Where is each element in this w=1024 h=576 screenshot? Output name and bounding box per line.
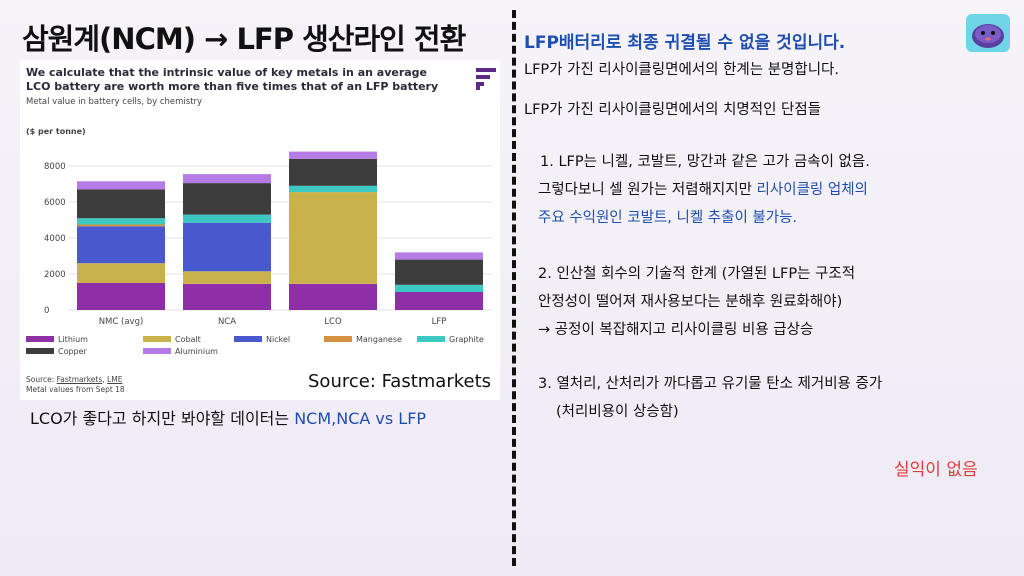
legend-swatch — [417, 336, 445, 342]
legend-label: Lithium — [58, 335, 88, 344]
legend-label: Nickel — [266, 335, 290, 344]
bar-segment-graphite — [289, 185, 377, 193]
point-3-line-2: (처리비용이 상승함) — [556, 404, 679, 420]
bar-segment-aluminium — [289, 151, 377, 159]
bar-segment-manganese — [77, 224, 165, 227]
x-tick-label: LFP — [432, 317, 447, 327]
legend-label: Cobalt — [175, 335, 201, 344]
legend-label: Graphite — [449, 335, 484, 344]
source-prefix: Source: — [26, 375, 57, 384]
point-2-line-1: 2. 인산철 회수의 기술적 한계 (가열된 LFP는 구조적 — [538, 266, 856, 282]
y-tick-label: 6000 — [44, 198, 66, 208]
bar-segment-cobalt — [289, 192, 377, 284]
legend-swatch — [26, 348, 54, 354]
bar-segment-cobalt — [77, 263, 165, 283]
y-tick-label: 8000 — [44, 162, 66, 172]
bar-segment-aluminium — [183, 174, 271, 184]
point-1-line-2a: 그렇다보니 셀 원가는 저렴해지지만 — [538, 182, 757, 198]
bar-segment-nickel — [183, 222, 271, 272]
point-3-line-1: 3. 열처리, 산처리가 까다롭고 유기물 탄소 제거비용 증가 — [538, 376, 883, 392]
bar-segment-copper — [289, 158, 377, 186]
legend-label: Copper — [58, 347, 88, 356]
point-2-line-2: 안정성이 떨어져 재사용보다는 분해후 원료화해야) — [538, 294, 843, 310]
right-line-1: LFP가 가진 리사이클링면에서의 한계는 분명합니다. — [524, 62, 840, 78]
y-axis-label: ($ per tonne) — [26, 127, 86, 136]
bar-segment-graphite — [395, 284, 483, 292]
point-1-line-3: 주요 수익원인 코발트, 니켈 추출이 불가능. — [538, 210, 798, 226]
legend-label: Aluminium — [175, 347, 218, 356]
right-heading: LFP배터리로 최종 귀결될 수 없을 것입니다. — [524, 33, 846, 53]
chart-subtitle: Metal value in battery cells, by chemist… — [26, 97, 203, 107]
bar-segment-lithium — [77, 283, 165, 310]
bar-segment-lithium — [289, 283, 377, 310]
bar-segment-aluminium — [395, 252, 483, 260]
bar-segment-graphite — [77, 218, 165, 225]
bar-segment-cobalt — [183, 271, 271, 284]
point-1-line-2b: 리사이클링 업체의 — [756, 182, 868, 198]
bar-segment-lithium — [395, 292, 483, 310]
bar-segment-lithium — [183, 283, 271, 310]
source-link-fastmarkets[interactable]: Fastmarkets — [56, 375, 103, 384]
source-link-lme[interactable]: LME — [107, 375, 123, 384]
legend-label: Manganese — [356, 335, 402, 344]
x-tick-label: NMC (avg) — [99, 317, 144, 327]
y-tick-label: 4000 — [44, 234, 66, 244]
x-tick-label: NCA — [218, 317, 236, 327]
right-line-2: LFP가 가진 리사이클링면에서의 치명적인 단점들 — [524, 102, 822, 118]
legend-swatch — [234, 336, 262, 342]
legend-swatch — [143, 348, 171, 354]
bar-segment-copper — [183, 183, 271, 215]
bar-segment-nickel — [77, 226, 165, 264]
bar-segment-aluminium — [77, 181, 165, 190]
y-tick-label: 2000 — [44, 270, 66, 280]
chart-title: We calculate that the intrinsic value of… — [26, 66, 439, 93]
bar-segment-copper — [77, 189, 165, 219]
point-2-line-3: → 공정이 복잡해지고 리사이클링 비용 급상승 — [538, 322, 814, 338]
fastmarkets-logo-icon — [476, 68, 496, 90]
x-tick-label: LCO — [324, 317, 342, 327]
conclusion-text: 실익이 없음 — [894, 460, 978, 480]
caption-highlight: NCM,NCA vs LFP — [294, 409, 427, 428]
bar-segment-graphite — [183, 214, 271, 223]
y-tick-label: 0 — [44, 306, 49, 316]
legend-swatch — [143, 336, 171, 342]
vertical-divider — [512, 10, 516, 566]
point-1-line-2: 그렇다보니 셀 원가는 저렴해지지만 리사이클링 업체의 — [538, 178, 868, 199]
point-1-line-1: 1. LFP는 니켈, 코발트, 망간과 같은 고가 금속이 없음. — [540, 154, 870, 170]
legend-swatch — [26, 336, 54, 342]
avatar-icon — [966, 14, 1010, 52]
chart-source: Source: Fastmarkets, LME Metal values fr… — [26, 375, 125, 394]
bar-segment-copper — [395, 259, 483, 285]
page-title: 삼원계(NCM) → LFP 생산라인 전환 — [22, 22, 466, 56]
caption-text: LCO가 좋다고 하지만 봐야할 데이터는 — [30, 409, 295, 428]
chart-card: We calculate that the intrinsic value of… — [20, 60, 500, 400]
source-label: Source: Fastmarkets — [308, 371, 492, 392]
legend-swatch — [324, 336, 352, 342]
source-note: Metal values from Sept 18 — [26, 385, 125, 394]
stacked-bar-chart: 0 2000 4000 6000 8000 NMC (avg) NCA LCO LFP Lithi… — [26, 151, 492, 356]
chart-caption: LCO가 좋다고 하지만 봐야할 데이터는 NCM,NCA vs LFP — [30, 405, 426, 429]
